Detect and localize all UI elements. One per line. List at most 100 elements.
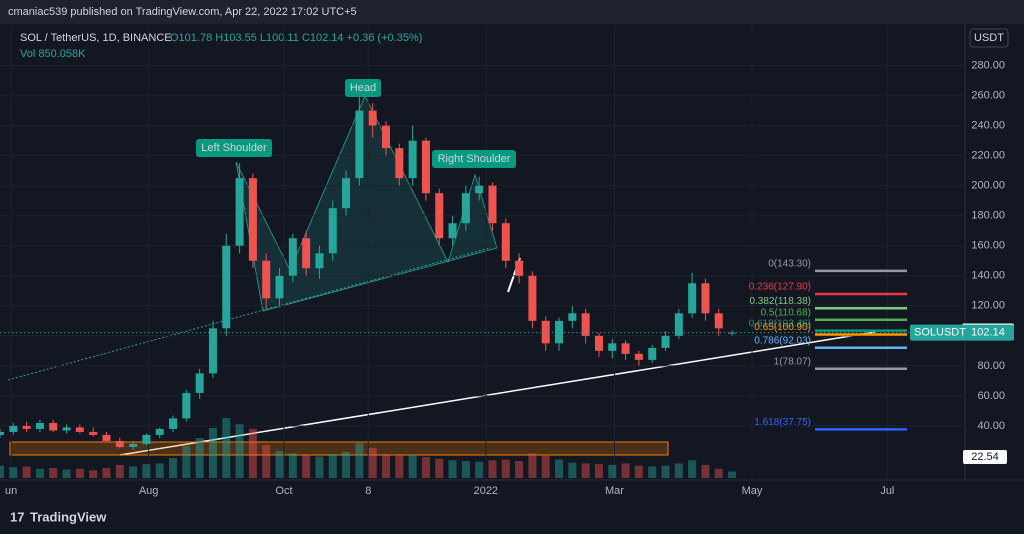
volume-bar bbox=[501, 459, 510, 478]
volume-bar bbox=[9, 467, 18, 478]
fib-label: 0.618(103.46) bbox=[749, 318, 811, 329]
candle-body bbox=[634, 353, 643, 360]
symbol-name: SOLUSDT bbox=[914, 327, 966, 339]
volume-bar bbox=[488, 460, 497, 478]
candle-body bbox=[75, 427, 84, 432]
candle-body bbox=[102, 434, 111, 441]
volume-bar bbox=[155, 463, 164, 478]
volume-bar bbox=[634, 465, 643, 478]
candle-body bbox=[368, 110, 377, 126]
published: cmaniac539 published on TradingView.com,… bbox=[8, 6, 357, 18]
volume-bar bbox=[302, 454, 311, 478]
last-price: 102.14 bbox=[971, 327, 1005, 339]
candle-body bbox=[182, 392, 191, 419]
fib-label: 0(143.30) bbox=[768, 258, 811, 269]
volume-bar bbox=[421, 457, 430, 478]
candle-body bbox=[621, 343, 630, 354]
x-tick-label: May bbox=[742, 485, 763, 497]
fib-label: 0.382(118.38) bbox=[749, 296, 811, 307]
candle-body bbox=[568, 313, 577, 321]
candle-body bbox=[0, 431, 4, 435]
volume-bar bbox=[22, 466, 31, 478]
trend-line bbox=[119, 331, 876, 456]
head-shoulders-pattern bbox=[235, 95, 498, 312]
volume-bar bbox=[395, 455, 404, 478]
y-tick-label: 60.00 bbox=[977, 390, 1005, 402]
volume-bar bbox=[648, 466, 657, 478]
volume-bar bbox=[169, 458, 178, 478]
candle-body bbox=[248, 178, 257, 261]
candle-body bbox=[382, 125, 390, 149]
y-tick-label: 160.00 bbox=[971, 240, 1005, 252]
y-tick-label: 240.00 bbox=[971, 120, 1005, 132]
candle-body bbox=[581, 313, 590, 336]
y-tick-label: 280.00 bbox=[971, 59, 1005, 71]
volume-text: Vol 850.058K bbox=[20, 48, 86, 60]
volume-bar bbox=[89, 470, 98, 478]
candle-body bbox=[515, 260, 524, 276]
volume-bar bbox=[102, 468, 111, 478]
volume-bar bbox=[0, 465, 4, 478]
volume-bar bbox=[435, 458, 444, 478]
y-tick-label: 200.00 bbox=[971, 180, 1005, 192]
volume-bar bbox=[235, 424, 244, 478]
candle-body bbox=[501, 223, 510, 261]
candle-body bbox=[594, 335, 603, 351]
volume-bar bbox=[195, 438, 204, 478]
volume-bar bbox=[75, 468, 84, 478]
candle-body bbox=[608, 343, 617, 351]
logo-icon: 17 bbox=[10, 509, 24, 524]
volume-bar bbox=[129, 466, 138, 478]
x-tick-label: Mar bbox=[605, 485, 624, 497]
currency-box[interactable] bbox=[969, 28, 1009, 48]
volume-bar bbox=[728, 471, 737, 478]
candle-body bbox=[342, 178, 351, 209]
volume-bar bbox=[182, 445, 191, 478]
volume-bar bbox=[661, 465, 670, 478]
fib-label: 1.618(37.75) bbox=[754, 417, 811, 428]
candle-body bbox=[288, 238, 297, 276]
currency[interactable]: USDT bbox=[974, 32, 1004, 44]
fib-label: 0.236(127.90) bbox=[749, 282, 811, 293]
fib-label: 0.65(100.90) bbox=[754, 322, 811, 333]
ohlc: O101.78 H103.55 L100.11 C102.14 +0.36 (+… bbox=[170, 32, 422, 44]
volume-bar bbox=[49, 468, 58, 478]
annotation-box bbox=[196, 139, 272, 157]
volume-bar bbox=[262, 444, 271, 478]
header-bar bbox=[0, 0, 1024, 24]
volume-bar bbox=[461, 461, 470, 478]
candle-body bbox=[688, 283, 697, 314]
candle-body bbox=[661, 335, 670, 348]
annotation: Right Shoulder bbox=[438, 153, 511, 165]
symbol-badge bbox=[910, 324, 1014, 341]
y-tick-label: 220.00 bbox=[971, 150, 1005, 162]
volume-bar bbox=[408, 454, 417, 478]
symbol-title: SOL / TetherUS, 1D, BINANCE bbox=[20, 32, 172, 44]
volume-bar bbox=[475, 461, 484, 478]
annotation: Head bbox=[350, 82, 376, 94]
volume-bar bbox=[448, 460, 457, 478]
volume-bar bbox=[621, 463, 630, 478]
volume-bar bbox=[115, 464, 124, 478]
logo: TradingView bbox=[30, 509, 107, 524]
candle-body bbox=[541, 320, 550, 344]
volume-bar bbox=[568, 462, 577, 478]
volume-bar bbox=[368, 448, 377, 478]
volume-bar bbox=[674, 463, 683, 478]
x-tick-label: Aug bbox=[139, 485, 159, 497]
volume-bar bbox=[222, 418, 231, 478]
candle-body bbox=[22, 425, 31, 429]
y-tick-label: 120.00 bbox=[971, 300, 1005, 312]
candle-body bbox=[155, 428, 164, 435]
volume-bar bbox=[315, 456, 324, 478]
volume-bar bbox=[248, 428, 257, 478]
x-tick-label: Oct bbox=[275, 485, 292, 497]
candle-body bbox=[674, 313, 683, 336]
volume-badge bbox=[963, 450, 1007, 464]
volume-bar bbox=[382, 454, 390, 478]
candle-body bbox=[408, 140, 417, 179]
candle-body bbox=[435, 193, 444, 239]
neckline bbox=[7, 247, 491, 381]
